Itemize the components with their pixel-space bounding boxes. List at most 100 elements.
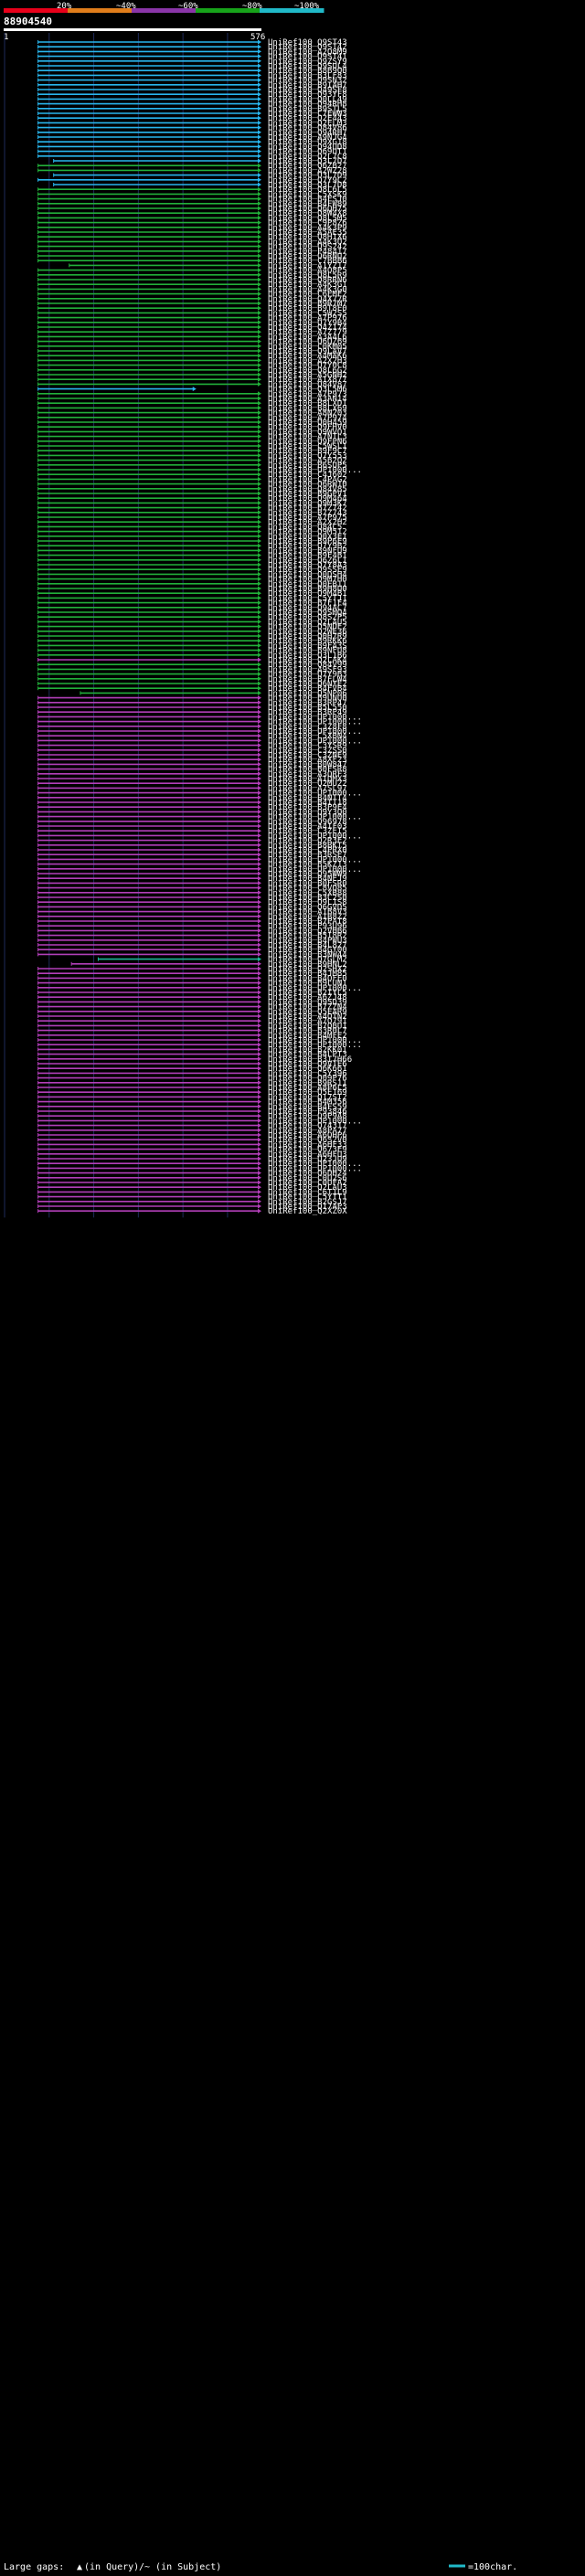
hit-label[interactable]: UniRef100_B9GPV1 [268,490,347,499]
hit-label[interactable]: UniRef100_B4L827 [268,941,347,950]
hit-label[interactable]: UniRef100_B9P6E9 [268,537,347,546]
hit-label[interactable]: UniRef100_A5GNH2 [268,371,347,380]
hit-label[interactable]: UniRef100_B9STL5 [268,105,347,114]
hit-label[interactable]: UniRef100_C0UFA2 [268,1179,347,1188]
hit-label[interactable]: UniRef100_Q9M4B1 [268,589,347,599]
hit-label[interactable]: UniRef100_B9RS11 [268,1079,347,1088]
hit-label[interactable]: UniRef100_A1YZ17 [268,261,347,270]
hit-label[interactable]: UniRef100_Q9ST43 [268,38,347,48]
hit-label[interactable]: UniRef100_Q8L5M5 [268,214,347,223]
hit-label[interactable]: UniRef100_Q0LL49 [268,95,347,104]
hit-label[interactable]: UniRef100_Q2MU22 [268,779,347,789]
hit-label[interactable]: UniRef100_Q95D39 [268,998,347,1007]
hit-label[interactable]: UniRef100_Q673E9 [268,1146,347,1155]
hit-label[interactable]: UniRef100_C4PRX0 [268,846,347,855]
hit-label[interactable]: UniRef100_A4Q8P5 [268,267,347,276]
hit-label[interactable]: UniRef100_B7Z742 [268,504,347,514]
hit-label[interactable]: UniRef100_Q9SMQ4 [268,609,347,618]
hit-label[interactable]: UniRef100_B6SUP5 [268,461,347,471]
hit-label[interactable]: UniRef100_Q2VHB6 [268,927,347,936]
hit-label[interactable]: UniRef100_B7QBU1 [268,1022,347,1031]
hit-label[interactable]: UniRef100_B9NFU9 [268,546,347,556]
hit-label[interactable]: UniRef100_C5YTJ1 [268,594,347,603]
hit-label[interactable]: UniRef100_A7SL97 [268,784,347,793]
hit-label[interactable]: UniRef100_Q74317 [268,1122,347,1131]
hit-label[interactable]: UniRef100_A5B2Q2 [268,457,347,466]
hit-label[interactable]: UniRef100_B4FS59 [268,1103,347,1112]
hit-label[interactable]: UniRef100_Q6ZB27 [268,162,347,171]
hit-label[interactable]: UniRef100_B5KZ13 [268,861,347,870]
hit-label[interactable]: UniRef100_B4PWU3 [268,937,347,946]
hit-label[interactable]: UniRef100_Q96978 [268,818,347,827]
hit-label[interactable]: UniRef100_A8PA77 [268,1127,347,1136]
hit-label[interactable]: UniRef100_Q2R3E2 [268,837,347,846]
hit-label[interactable]: UniRef100_Q8RRN6 [268,276,347,285]
hit-label[interactable]: UniRef100_B9FA3S [268,641,347,651]
hit-label[interactable]: UniRef100_B9F4B1 [268,552,347,561]
hit-label[interactable]: UniRef100_UP1000... [268,813,362,822]
hit-label[interactable]: UniRef100_Q8W4X8 [268,209,347,218]
hit-label[interactable]: UniRef100_UP1000... [268,1164,362,1173]
hit-label[interactable]: UniRef100_Q2L7C8 [268,153,347,162]
hit-label[interactable]: UniRef100_A8XF23 [268,756,347,765]
hit-label[interactable]: UniRef100_B3I7H66 [268,1055,352,1065]
hit-label[interactable]: UniRef100_B9RKK6 [268,637,347,646]
hit-label[interactable]: UniRef100_Q5EAR9 [268,1008,347,1017]
hit-label[interactable]: UniRef100_B9UNU0 [268,694,347,704]
hit-label[interactable]: UniRef100_Q2LAU5 [268,618,347,627]
hit-label[interactable]: UniRef100_C3Z8F8 [268,723,347,732]
hit-label[interactable]: UniRef100_Q6RNU2 [268,252,347,261]
hit-label[interactable]: UniRef100_A1X877 [268,376,347,385]
hit-label[interactable]: UniRef100_B7Z743 [268,509,347,518]
hit-label[interactable]: UniRef100_B2GSJ7 [268,1198,347,1207]
hit-label[interactable]: UniRef100_Q94RH7 [268,129,347,138]
hit-label[interactable]: UniRef100_Q0H7R9 [268,632,347,641]
hit-label[interactable]: UniRef100_Q94AC7 [268,604,347,613]
hit-label[interactable]: UniRef100_UP1000... [268,832,362,841]
hit-label[interactable]: UniRef100_Q9ST41 [268,53,347,62]
hit-label[interactable]: UniRef100_A7P974 [268,414,347,423]
hit-label[interactable]: UniRef100_A3A4L6 [268,333,347,342]
hit-label[interactable]: UniRef100_A3QRF3 [268,770,347,779]
hit-label[interactable]: UniRef100_Q9P9A8 [268,1112,347,1121]
hit-label[interactable]: UniRef100_B9LUN1 [268,980,347,989]
hit-label[interactable]: UniRef100_Q7Y8A3 [268,561,347,570]
hit-label[interactable]: UniRef100_C7EWW3 [268,110,347,119]
hit-label[interactable]: UniRef100_Q7Y553 [268,451,347,461]
hit-label[interactable]: UniRef100_B8LX69 [268,404,347,413]
hit-label[interactable]: UniRef100_B4FSJ0 [268,196,347,205]
hit-label[interactable]: UniRef100_Q9FPN6 [268,438,347,447]
hit-label[interactable]: UniRef100_Q8L6G2 [268,366,347,376]
hit-label[interactable]: UniRef100_B9NFU8 [268,647,347,656]
hit-label[interactable]: UniRef100_Q84C5 [268,523,342,532]
hit-label[interactable]: UniRef100_Q6NYE2 [268,680,347,689]
hit-label[interactable]: UniRef100_UP1000... [268,984,362,993]
hit-label[interactable]: UniRef100_C7BBB6 [268,257,347,266]
hit-label[interactable]: UniRef100_Q9M512 [268,528,347,537]
hit-label[interactable]: UniRef100_Q3L1B6 [268,652,347,661]
hit-label[interactable]: UniRef100_UP1000... [268,855,362,864]
hit-label[interactable]: UniRef100_Q94UD8 [268,143,347,152]
hit-label[interactable]: UniRef100_A9SF93 [268,665,347,674]
hit-label[interactable]: UniRef100_Q2LAK4 [268,656,347,665]
hit-label[interactable]: UniRef100_P93846 [268,1108,347,1117]
hit-label[interactable]: UniRef100_B3P9E4 [268,803,347,812]
hit-label[interactable]: UniRef100_Q6Z6L1 [268,557,347,566]
hit-label[interactable]: UniRef100_Q7Y0C8 [268,362,347,371]
hit-label[interactable]: UniRef100_A8P6L5 [268,1084,347,1093]
hit-label[interactable]: UniRef100_A7P973 [268,390,347,399]
hit-label[interactable]: UniRef100_A2WZ28 [268,166,347,175]
hit-label[interactable]: UniRef100_B0FSR8 [268,766,347,775]
hit-label[interactable]: UniRef100_B7FLW4 [268,675,347,684]
hit-label[interactable]: UniRef100_A6QHP6 [268,1131,347,1140]
hit-label[interactable]: UniRef100_B0FSR0 [268,879,347,888]
hit-label[interactable]: UniRef100_Q8L6L5 [268,186,347,195]
hit-label[interactable]: UniRef100_B4GY00 [268,946,347,955]
hit-label[interactable]: UniRef100_Q6DH24 [268,1170,347,1179]
hit-label[interactable]: UniRef100_Q0EB11 [268,580,347,589]
hit-label[interactable]: UniRef100_C3YSR9 [268,742,347,751]
hit-label[interactable]: UniRef100_B4NEJ9 [268,875,347,884]
hit-label[interactable]: UniRef100_A7Q791 [268,1017,347,1026]
hit-label[interactable]: UniRef100_Q84V85 [268,485,347,494]
hit-label[interactable]: UniRef100_Q3L7D9 [268,172,347,181]
